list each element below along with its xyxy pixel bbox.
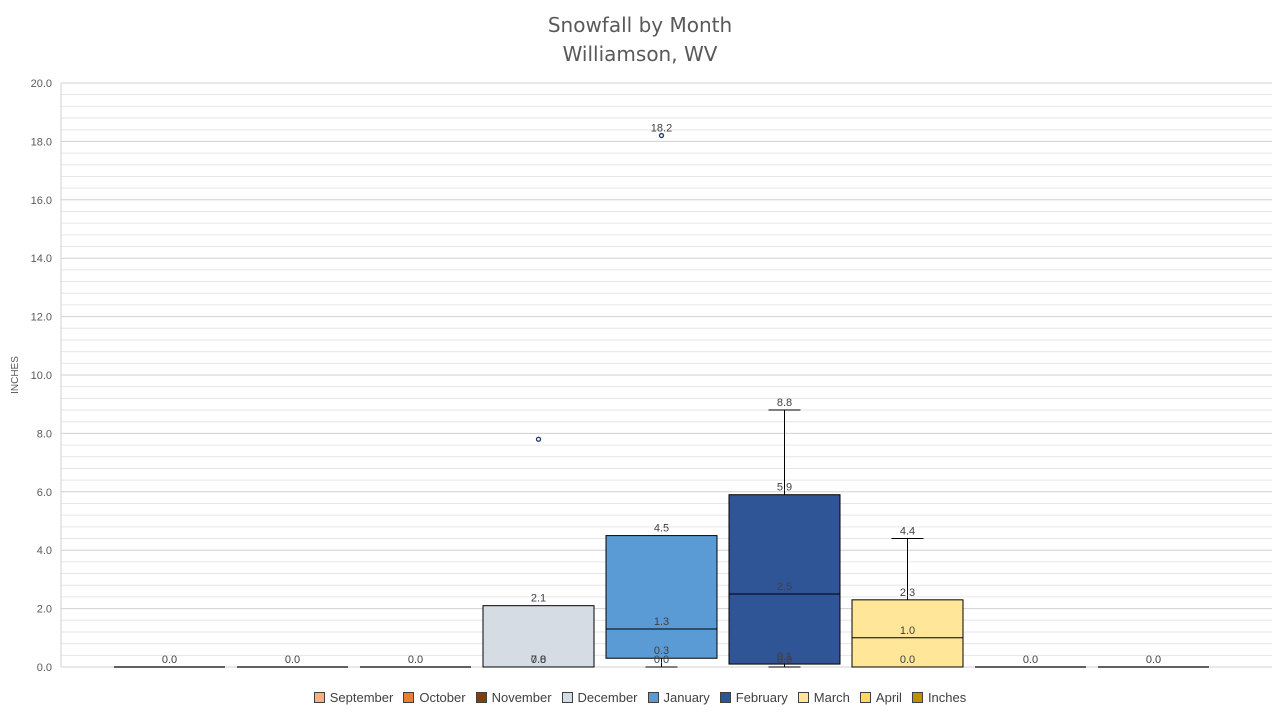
series-inches: 0.0: [1098, 654, 1209, 668]
y-tick-label: 20.0: [31, 78, 52, 90]
data-label: 0.0: [654, 654, 669, 666]
data-label: 0.1: [777, 651, 792, 663]
y-tick-label: 12.0: [31, 312, 52, 324]
series-february: 8.8 5.9 2.5 0.10.0: [728, 397, 841, 668]
series-january: 4.5 1.3 0.30.0 18.2: [605, 123, 718, 668]
series-october: 0.0: [237, 654, 348, 668]
series-december: 2.1 0.07.8: [482, 436, 595, 668]
box: [605, 535, 718, 659]
y-tick-label: 16.0: [31, 195, 52, 207]
data-label: 0.0: [408, 654, 423, 666]
y-tick-label: 4.0: [37, 545, 52, 557]
data-label: 2.3: [900, 587, 915, 599]
y-tick-label: 10.0: [31, 370, 52, 382]
legend-label: October: [419, 689, 466, 705]
y-axis-label: INCHES: [10, 356, 21, 394]
data-label: 4.4: [900, 526, 915, 538]
data-label: 8.8: [777, 397, 792, 409]
data-label: 7.8: [531, 654, 546, 666]
legend-item: April: [859, 689, 902, 705]
legend: September October November December January F…: [0, 686, 1280, 708]
legend-label: September: [329, 689, 394, 705]
data-label: 18.2: [651, 123, 672, 135]
y-tick-labels: 0.0 2.0 4.0 6.0 8.0 10.0 12.0 14.0 16.0 18.0 20.0: [31, 78, 52, 674]
legend-label: December: [577, 689, 638, 705]
y-tick-label: 8.0: [37, 428, 52, 440]
data-label: 0.0: [285, 654, 300, 666]
data-label: 0.0: [1146, 654, 1161, 666]
data-label: 4.5: [654, 523, 669, 535]
legend-label: April: [875, 689, 902, 705]
y-tick-label: 6.0: [37, 487, 52, 499]
legend-swatch: [911, 691, 923, 703]
outlier-point: [535, 436, 542, 442]
legend-item: September: [313, 689, 394, 705]
y-tick-label: 14.0: [31, 253, 52, 265]
legend-swatch: [313, 691, 325, 703]
series-april: 0.0: [975, 654, 1086, 668]
legend-swatch: [561, 691, 573, 703]
legend-swatch: [797, 691, 809, 703]
data-label: 0.0: [531, 654, 546, 666]
legend-label: February: [735, 689, 788, 705]
box: [728, 494, 841, 665]
legend-item: November: [475, 689, 552, 705]
chart-title: Snowfall by Month: [548, 13, 732, 37]
data-label: 1.0: [900, 625, 915, 637]
y-tick-label: 2.0: [37, 604, 52, 616]
legend-label: Inches: [927, 689, 967, 705]
legend-item: March: [797, 689, 850, 705]
legend-item: January: [647, 689, 710, 705]
series-november: 0.0: [360, 654, 471, 668]
data-label: 2.1: [531, 593, 546, 605]
y-tick-label: 18.0: [31, 136, 52, 148]
legend-swatch: [859, 691, 871, 703]
legend-item: December: [561, 689, 638, 705]
series-september: 0.0: [114, 654, 225, 668]
legend-item: October: [403, 689, 466, 705]
data-label: 0.0: [162, 654, 177, 666]
data-label: 1.3: [654, 616, 669, 628]
gridlines: [60, 82, 1272, 668]
data-label: 0.3: [654, 645, 669, 657]
data-label: 2.5: [777, 581, 792, 593]
legend-item: Inches: [911, 689, 967, 705]
legend-swatch: [719, 691, 731, 703]
data-label: 0.0: [1023, 654, 1038, 666]
box: [851, 599, 964, 668]
legend-swatch: [647, 691, 659, 703]
box-plot-series: 0.0 0.0 0.02.10.07.84.51.30.30.018.28.85.9…: [114, 123, 1209, 668]
legend-item: February: [719, 689, 788, 705]
series-march: 4.4 2.3 1.0 0.0: [851, 526, 964, 668]
legend-label: January: [663, 689, 710, 705]
legend-label: November: [491, 689, 552, 705]
y-tick-label: 0.0: [37, 662, 52, 674]
data-label: 5.9: [777, 482, 792, 494]
legend-swatch: [403, 691, 415, 703]
outlier-point: [658, 132, 665, 139]
data-label: 0.0: [900, 654, 915, 666]
legend-label: March: [813, 689, 850, 705]
chart-subtitle: Williamson, WV: [563, 42, 718, 66]
data-label: 0.0: [777, 654, 792, 666]
legend-swatch: [475, 691, 487, 703]
